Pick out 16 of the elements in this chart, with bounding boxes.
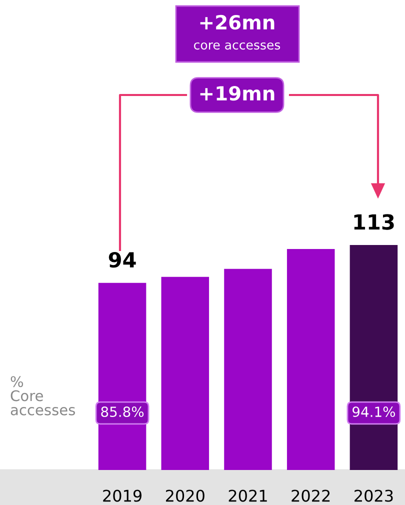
bar xyxy=(161,276,210,470)
x-tick-label: 2020 xyxy=(166,490,204,502)
text: core accesses xyxy=(194,42,280,50)
text: +26mn xyxy=(200,14,274,30)
bar xyxy=(286,248,335,470)
annotation: 85.8% xyxy=(101,406,144,418)
data-label: 113 xyxy=(354,214,394,230)
x-tick-label: 2022 xyxy=(292,490,330,502)
x-tick-label: 2023 xyxy=(354,490,393,502)
text: % Core accesses xyxy=(10,376,75,416)
bar xyxy=(224,268,272,470)
data-label: 94 xyxy=(108,252,136,268)
x-tick-label: 2019 xyxy=(103,490,142,502)
annotation: 94.1% xyxy=(352,406,396,418)
text: +19mn xyxy=(200,86,274,101)
x-tick-label: 2021 xyxy=(228,490,267,502)
